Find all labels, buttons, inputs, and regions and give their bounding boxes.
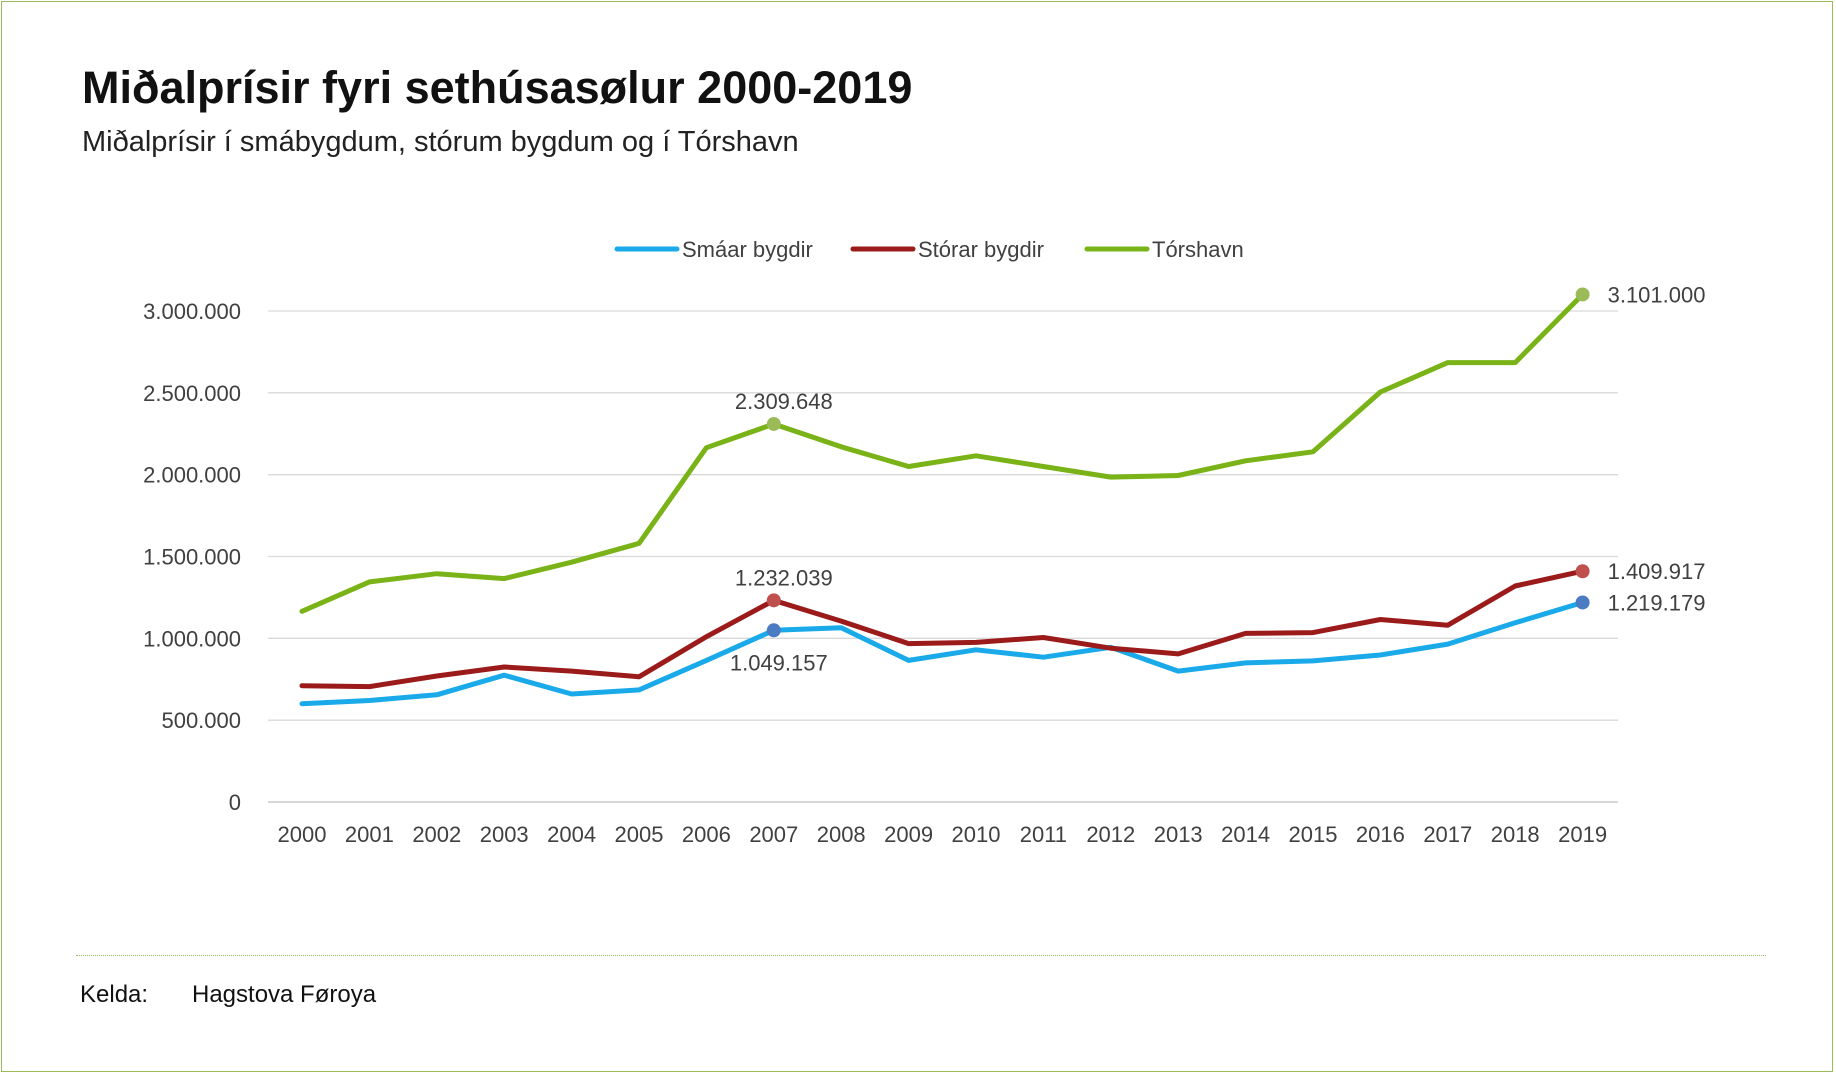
x-tick-label: 2011	[1020, 822, 1067, 847]
y-tick-label: 1.500.000	[143, 545, 241, 570]
footer-divider	[76, 955, 1766, 956]
source-label: Kelda:	[80, 981, 149, 1008]
y-tick-label: 2.500.000	[143, 381, 241, 406]
y-tick-label: 0	[229, 790, 241, 815]
x-tick-label: 2016	[1356, 822, 1405, 847]
chart-subtitle: Miðalprísir í smábygdum, stórum bygdum o…	[82, 126, 799, 158]
x-tick-label: 2006	[682, 822, 731, 847]
data-label-smaar: 1.219.179	[1608, 590, 1706, 615]
data-label-torshavn: 2.309.648	[735, 389, 833, 414]
series-line-torshavn	[299, 292, 1586, 614]
data-label-storar: 1.409.917	[1608, 559, 1706, 584]
series-line-smaar	[299, 600, 1586, 707]
legend-label-storar: Stórar bygdir	[918, 237, 1044, 262]
legend-label-torshavn: Tórshavn	[1152, 237, 1244, 262]
source-value: Hagstova Føroya	[192, 981, 377, 1008]
x-tick-label: 2019	[1558, 822, 1607, 847]
x-tick-label: 2015	[1289, 822, 1338, 847]
data-point-marker-storar	[1575, 564, 1590, 579]
x-tick-label: 2003	[480, 822, 529, 847]
x-tick-label: 2002	[412, 822, 461, 847]
y-tick-label: 3.000.000	[143, 299, 241, 324]
x-tick-label: 2007	[749, 822, 798, 847]
data-label-storar: 1.232.039	[735, 565, 833, 590]
x-tick-label: 2017	[1423, 822, 1472, 847]
x-tick-label: 2018	[1491, 822, 1540, 847]
x-tick-label: 2012	[1086, 822, 1135, 847]
data-point-marker-storar	[766, 593, 781, 608]
x-tick-label: 2010	[952, 822, 1001, 847]
data-point-marker-smaar	[1575, 595, 1590, 610]
x-tick-label: 2004	[547, 822, 596, 847]
x-tick-label: 2000	[278, 822, 327, 847]
y-tick-label: 1.000.000	[143, 626, 241, 651]
x-tick-label: 2013	[1154, 822, 1203, 847]
data-point-marker-torshavn	[766, 416, 781, 431]
y-tick-label: 500.000	[161, 708, 241, 733]
x-tick-label: 2005	[615, 822, 664, 847]
legend-label-smaar: Smáar bygdir	[682, 237, 813, 262]
data-point-marker-torshavn	[1575, 287, 1590, 302]
x-tick-label: 2008	[817, 822, 866, 847]
x-tick-label: 2014	[1221, 822, 1270, 847]
data-label-smaar: 1.049.157	[730, 650, 828, 675]
data-label-torshavn: 3.101.000	[1608, 282, 1706, 307]
data-point-marker-smaar	[766, 623, 781, 638]
y-tick-label: 2.000.000	[143, 463, 241, 488]
x-tick-label: 2009	[884, 822, 933, 847]
chart-title: Miðalprísir fyri sethúsasølur 2000-2019	[82, 62, 913, 113]
x-tick-label: 2001	[345, 822, 394, 847]
series-line-storar	[299, 568, 1586, 690]
